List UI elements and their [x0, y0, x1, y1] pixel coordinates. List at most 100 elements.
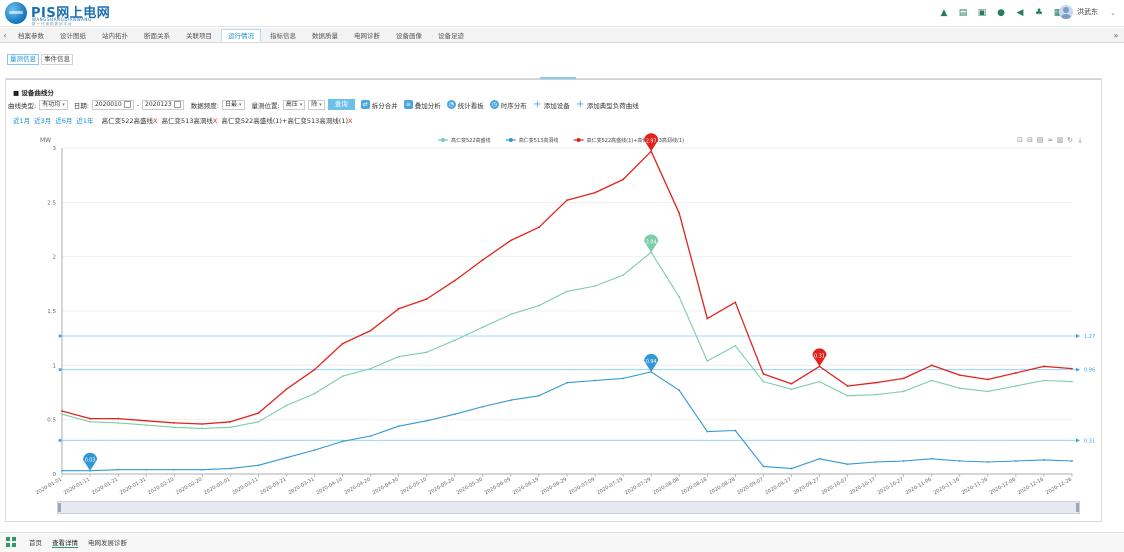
tab-scroll-right-icon[interactable]: » [1113, 31, 1119, 40]
legend-swatch-dot[interactable] [576, 138, 581, 142]
book-icon[interactable]: ▤ [958, 8, 968, 18]
data-marker-pin[interactable] [644, 133, 659, 152]
series-point-1[interactable] [930, 457, 933, 460]
series-point-0[interactable] [874, 393, 877, 396]
series-point-2[interactable] [566, 199, 568, 202]
tab-6[interactable]: 指标信息 [270, 32, 296, 40]
series-point-2[interactable] [201, 423, 204, 425]
legend-swatch-dot[interactable] [441, 138, 445, 142]
tab-5[interactable]: 运行情况 [221, 29, 261, 42]
series-point-1[interactable] [285, 456, 288, 459]
series-point-1[interactable] [874, 461, 877, 463]
series-point-1[interactable] [173, 468, 176, 471]
series-point-0[interactable] [201, 427, 204, 430]
series-point-0[interactable] [790, 388, 793, 391]
series-point-0[interactable] [818, 380, 821, 383]
info-icon[interactable]: ● [997, 8, 1005, 18]
series-point-2[interactable] [846, 385, 849, 387]
series-point-0[interactable] [958, 387, 961, 390]
series-point-1[interactable] [425, 419, 428, 422]
series-point-1[interactable] [762, 465, 765, 468]
series-point-2[interactable] [706, 317, 709, 320]
series-point-2[interactable] [257, 412, 260, 415]
date-start-input[interactable]: 2020010 [91, 99, 134, 110]
tab-0[interactable]: 档案参数 [18, 32, 44, 40]
line-toggle-icon[interactable]: ≈ [1047, 136, 1053, 144]
series-point-2[interactable] [650, 150, 653, 153]
series-point-0[interactable] [229, 426, 232, 429]
series-point-1[interactable] [341, 440, 344, 443]
series-point-1[interactable] [61, 469, 63, 472]
series-point-2[interactable] [930, 364, 933, 367]
footer-tab-home[interactable]: 首页 [29, 539, 42, 547]
series-point-2[interactable] [678, 212, 681, 215]
series-point-0[interactable] [538, 304, 540, 307]
series-point-1[interactable] [986, 461, 989, 463]
series-point-2[interactable] [958, 374, 961, 377]
series-line-1[interactable] [62, 371, 1073, 472]
range-3-month-link[interactable]: 近3月 [34, 117, 52, 125]
data-marker-pin[interactable] [644, 353, 659, 372]
series-point-2[interactable] [229, 420, 232, 423]
range-6-month-link[interactable]: 近6月 [55, 117, 73, 125]
series-point-0[interactable] [762, 380, 765, 383]
series-point-2[interactable] [117, 417, 120, 420]
series-point-0[interactable] [734, 344, 737, 347]
series-point-1[interactable] [117, 468, 120, 471]
legend-label[interactable]: 高仁变522高盛线(1)+高仁变513高洞线(1) [587, 137, 684, 144]
series-point-1[interactable] [453, 413, 456, 416]
chat-icon[interactable]: ▣ [977, 8, 987, 18]
series-point-0[interactable] [1071, 380, 1073, 383]
slider-handle-right[interactable] [1076, 503, 1079, 512]
series-point-0[interactable] [650, 251, 653, 254]
series-point-2[interactable] [790, 382, 793, 385]
series-point-0[interactable] [173, 426, 176, 429]
series-point-0[interactable] [369, 367, 372, 370]
series-point-0[interactable] [285, 404, 288, 407]
series-point-2[interactable] [762, 373, 765, 375]
series-point-0[interactable] [425, 351, 428, 354]
series-point-2[interactable] [902, 377, 905, 380]
series-point-1[interactable] [481, 405, 484, 408]
calendar-icon[interactable] [173, 101, 181, 108]
series-point-0[interactable] [902, 390, 905, 393]
frequency-select[interactable]: 日最 ▾ [221, 99, 245, 110]
series-point-0[interactable] [1014, 385, 1017, 387]
range-1-year-link[interactable]: 近1年 [76, 117, 94, 125]
tab-scroll-left-icon[interactable]: ‹ [3, 31, 7, 40]
series-point-0[interactable] [397, 355, 400, 358]
zoom-icon[interactable]: ⊡ [1017, 136, 1023, 144]
position-select[interactable]: 高压 ▾ [282, 99, 306, 110]
series-point-2[interactable] [173, 422, 176, 424]
data-view-icon[interactable]: ▤ [1037, 136, 1044, 144]
series-point-0[interactable] [678, 295, 681, 298]
series-point-0[interactable] [594, 285, 596, 287]
series-point-0[interactable] [145, 424, 148, 426]
series-point-2[interactable] [481, 259, 484, 261]
tab-9[interactable]: 设备画像 [396, 32, 422, 40]
series-point-0[interactable] [117, 422, 120, 424]
series-point-2[interactable] [453, 279, 456, 282]
subtab-events[interactable]: 事件信息 [41, 54, 73, 65]
series-point-1[interactable] [397, 425, 400, 428]
doc-icon[interactable]: ▦ [1053, 8, 1063, 18]
footer-tab-details[interactable]: 查看详情 [52, 539, 78, 548]
add-typical-curve-button[interactable]: + 添加典型负荷曲线 [576, 100, 639, 110]
panel-scroll-indicator[interactable] [540, 77, 576, 79]
data-marker-pin[interactable] [812, 348, 827, 367]
series-point-2[interactable] [285, 388, 288, 391]
hat-icon[interactable]: ▲ [940, 8, 948, 18]
series-point-1[interactable] [538, 394, 540, 397]
series-point-1[interactable] [1043, 458, 1045, 461]
series-point-2[interactable] [313, 368, 316, 371]
data-marker-pin[interactable] [83, 452, 98, 471]
series-point-2[interactable] [397, 307, 400, 310]
series-point-1[interactable] [594, 379, 596, 382]
series-point-2[interactable] [1014, 372, 1017, 374]
tab-2[interactable]: 站内拓扑 [102, 32, 128, 40]
series-point-0[interactable] [622, 274, 625, 277]
series-point-1[interactable] [790, 467, 793, 470]
series-point-1[interactable] [229, 467, 232, 470]
series-point-0[interactable] [61, 413, 63, 416]
footer-tab-diagnosis[interactable]: 电网发展诊断 [88, 539, 127, 547]
